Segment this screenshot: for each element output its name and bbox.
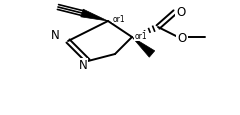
Text: N: N <box>79 59 87 72</box>
Polygon shape <box>132 38 155 58</box>
Text: O: O <box>177 32 187 45</box>
Text: O: O <box>176 5 186 18</box>
Text: N: N <box>51 29 59 42</box>
Text: or1: or1 <box>113 14 126 23</box>
Text: or1: or1 <box>135 32 148 41</box>
Polygon shape <box>81 10 108 22</box>
